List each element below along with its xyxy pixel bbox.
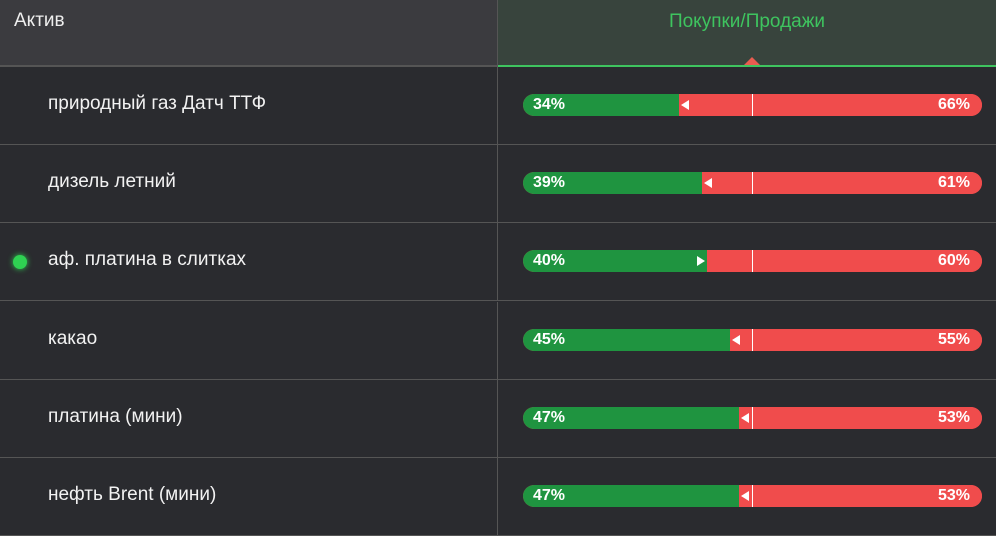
direction-arrow (681, 100, 690, 110)
asset-cell: аф. платина в слитках (0, 223, 498, 300)
buy-label: 40% (533, 252, 566, 269)
asset-name: дизель летний (48, 171, 176, 192)
asset-cell: какао (0, 302, 498, 379)
center-line (752, 250, 753, 272)
asset-cell: дизель летний (0, 145, 498, 222)
sell-label: 60% (937, 252, 970, 269)
asset-row[interactable]: дизель летний 39% 61% (0, 145, 996, 223)
sell-label: 53% (937, 487, 970, 504)
sentiment-bar: 34% 66% (523, 94, 982, 116)
buy-label: 47% (533, 487, 566, 504)
sell-label: 61% (937, 174, 970, 191)
center-line (752, 329, 753, 351)
asset-cell: природный газ Датч ТТФ (0, 67, 498, 144)
sell-segment (679, 94, 982, 116)
sentiment-bar: 47% 53% (523, 407, 982, 429)
sell-segment (738, 485, 982, 507)
asset-cell: платина (мини) (0, 380, 498, 457)
asset-name: какао (48, 328, 98, 349)
sentiment-bar: 39% 61% (523, 172, 982, 194)
sell-segment (729, 329, 982, 351)
sell-label: 53% (937, 409, 970, 426)
sentiment-bar: 40% 60% (523, 250, 982, 272)
direction-arrow (731, 335, 740, 345)
asset-row[interactable]: какао 45% 55% (0, 302, 996, 380)
direction-arrow (704, 178, 712, 188)
asset-name: платина (мини) (48, 406, 183, 427)
direction-arrow (740, 491, 749, 501)
active-indicator (13, 255, 27, 269)
asset-name: аф. платина в слитках (48, 249, 247, 270)
sell-segment (738, 407, 982, 429)
center-line (752, 485, 753, 507)
asset-row[interactable]: аф. платина в слитках 40% 60% (0, 223, 996, 301)
sort-notch (744, 57, 760, 65)
buy-segment (523, 329, 730, 351)
buy-segment (523, 407, 739, 429)
buy-segment (523, 250, 707, 272)
center-line (752, 172, 753, 194)
asset-cell: нефть Brent (мини) (0, 458, 498, 535)
buy-segment (523, 485, 739, 507)
center-line (752, 407, 753, 429)
direction-arrow (696, 256, 705, 266)
sell-label: 66% (937, 96, 970, 113)
direction-arrow (740, 413, 749, 423)
buy-segment (523, 172, 702, 194)
buy-label: 45% (533, 331, 566, 348)
sell-segment (702, 172, 982, 194)
buy-label: 39% (533, 174, 566, 191)
header-asset-text: Актив (14, 10, 65, 31)
sentiment-bar: 47% 53% (523, 485, 982, 507)
buy-label: 47% (533, 409, 566, 426)
sell-segment (706, 250, 982, 272)
buy-segment (523, 94, 680, 116)
header-sentiment-text: Покупки/Продажи (668, 11, 826, 32)
header-asset[interactable]: Актив (0, 0, 498, 67)
sell-label: 55% (937, 331, 970, 348)
center-line (752, 94, 753, 116)
asset-row[interactable]: природный газ Датч ТТФ 34% 66% (0, 67, 996, 145)
header-sentiment[interactable]: Покупки/Продажи (498, 0, 996, 67)
asset-row[interactable]: нефть Brent (мини) 47% 53% (0, 458, 996, 536)
buy-label: 34% (533, 96, 566, 113)
asset-name: природный газ Датч ТТФ (48, 93, 267, 114)
asset-row[interactable]: платина (мини) 47% 53% (0, 380, 996, 458)
sentiment-bar: 45% 55% (523, 329, 982, 351)
asset-name: нефть Brent (мини) (48, 484, 217, 505)
